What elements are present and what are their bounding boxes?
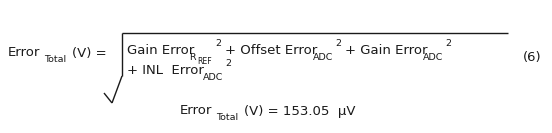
Text: ADC: ADC (203, 72, 224, 82)
Text: Gain Error: Gain Error (127, 45, 194, 57)
Text: + Offset Error: + Offset Error (225, 45, 317, 57)
Text: + Gain Error: + Gain Error (345, 45, 427, 57)
Text: + INL  Error: + INL Error (127, 65, 204, 78)
Text: R: R (189, 53, 195, 61)
Text: 2: 2 (445, 38, 451, 47)
Text: (V) = 153.05  μV: (V) = 153.05 μV (244, 105, 355, 117)
Text: (V) =: (V) = (72, 47, 107, 59)
Text: ADC: ADC (313, 53, 333, 61)
Text: 2: 2 (225, 59, 231, 68)
Text: 2: 2 (335, 38, 341, 47)
Text: Error: Error (8, 47, 40, 59)
Text: REF: REF (197, 57, 211, 65)
Text: Total: Total (216, 113, 238, 122)
Text: (6): (6) (523, 51, 542, 65)
Text: 2: 2 (215, 38, 221, 47)
Text: ADC: ADC (423, 53, 443, 61)
Text: Error: Error (180, 105, 213, 117)
Text: Total: Total (44, 55, 66, 65)
